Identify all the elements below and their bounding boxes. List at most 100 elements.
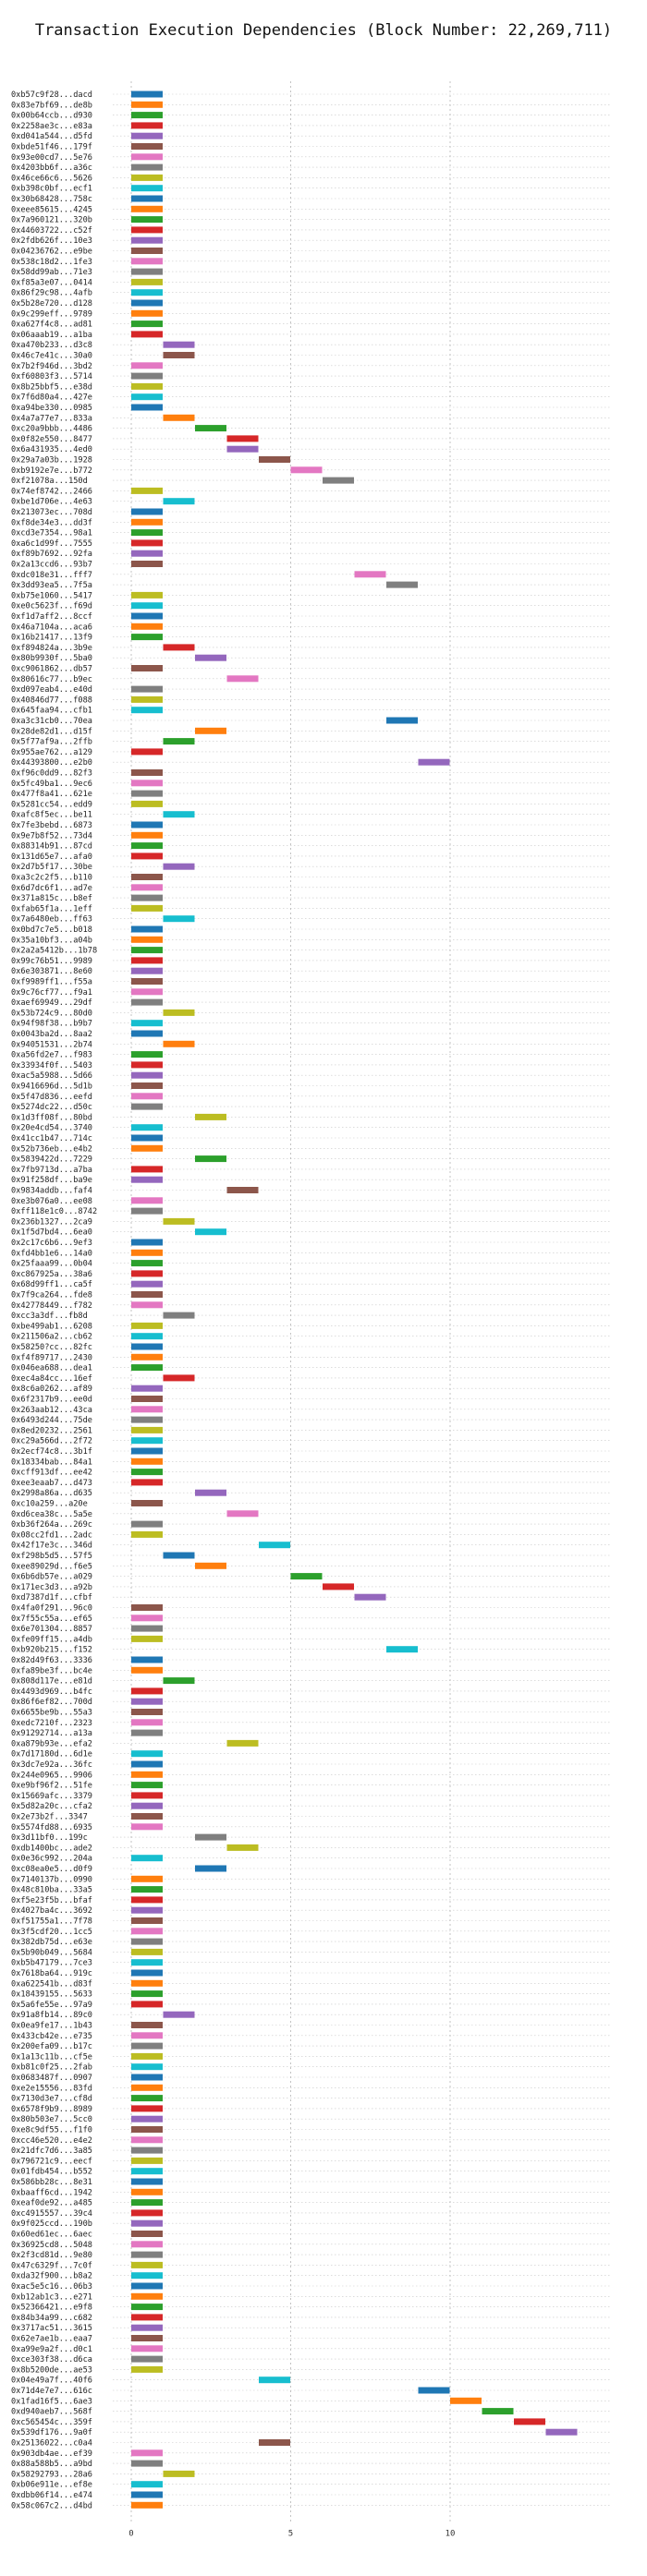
transaction-label: 0xf894824a...3b9e — [11, 644, 92, 653]
transaction-bar — [131, 2178, 163, 2185]
transaction-label: 0x25faaa99...0b04 — [11, 1260, 92, 1269]
transaction-label: 0xf298b5d5...57f5 — [11, 1552, 92, 1561]
transaction-bar — [131, 2147, 163, 2154]
transaction-bar — [195, 1489, 226, 1496]
transaction-bar — [131, 665, 163, 671]
transaction-bar — [163, 2470, 195, 2477]
transaction-label: 0x808d117e...e81d — [11, 1677, 92, 1687]
transaction-label: 0x58dd99ab...71e3 — [11, 268, 92, 277]
transaction-bar — [163, 498, 195, 505]
transaction-bar — [131, 2251, 163, 2258]
transaction-bar — [131, 1406, 163, 1413]
transaction-label: 0xe0c5623f...f69d — [11, 602, 92, 611]
transaction-label: 0x7140137b...0990 — [11, 1875, 92, 1884]
transaction-bar — [131, 874, 163, 880]
transaction-label: 0x40846d77...f088 — [11, 695, 92, 705]
transaction-label: 0x0f82e550...8477 — [11, 435, 92, 444]
transaction-label: 0xc20a9bbb...4486 — [11, 425, 92, 434]
transaction-label: 0xd940aeb7...568f — [11, 2408, 92, 2417]
chart-title: Transaction Execution Dependencies (Bloc… — [35, 21, 612, 40]
transaction-label: 0x7a6480eb...ff63 — [11, 915, 92, 925]
transaction-bar — [131, 904, 163, 912]
transaction-bar — [482, 2408, 514, 2415]
transaction-label: 0x0683487f...0907 — [11, 2074, 92, 2083]
transaction-bar — [131, 821, 163, 828]
transaction-label: 0xb81c0f25...2fab — [11, 2063, 92, 2073]
x-tick-labels: 0 5 10 — [128, 2530, 455, 2539]
transaction-label: 0x44603722...c52f — [11, 226, 92, 236]
transaction-bar — [259, 1542, 290, 1549]
transaction-label: 0x4203bb6f...a36c — [11, 163, 92, 173]
transaction-bar — [131, 529, 163, 537]
transaction-bar — [131, 2136, 163, 2144]
transaction-label: 0xb57c9f28...dacd — [11, 91, 92, 100]
transaction-bar — [131, 2095, 163, 2102]
transaction-label: 0xb398c0bf...ecf1 — [11, 185, 92, 194]
transaction-bar — [131, 1051, 163, 1058]
transaction-label: 0x1a13c11b...cf5e — [11, 2052, 92, 2062]
x-tick-label: 10 — [446, 2530, 456, 2539]
transaction-bar — [131, 2355, 163, 2363]
transaction-label: 0xc08ea0e5...d0f9 — [11, 1865, 92, 1874]
transaction-bar — [131, 236, 163, 244]
transaction-label: 0x68d99ff1...ca5f — [11, 1280, 92, 1289]
transaction-bar — [131, 1291, 163, 1298]
transaction-bar — [290, 1573, 323, 1580]
transaction-bar — [131, 2335, 163, 2341]
transaction-label: 0x80b9930f...5ba0 — [11, 654, 92, 663]
transaction-bar — [323, 477, 354, 484]
transaction-bar — [163, 414, 195, 421]
transaction-label: 0x5fc49ba1...9ec6 — [11, 780, 92, 789]
transaction-bar — [131, 2460, 163, 2467]
transaction-bar — [131, 1875, 163, 1882]
transaction-bar — [131, 748, 163, 756]
transaction-bar — [131, 1457, 163, 1465]
transaction-label: 0x6493d244...75de — [11, 1416, 92, 1425]
transaction-bar — [131, 195, 163, 202]
transaction-bar — [131, 1396, 163, 1402]
transaction-label: 0xb12ab1c3...e271 — [11, 2292, 92, 2302]
transaction-label: 0xcc46e520...e4e2 — [11, 2136, 92, 2146]
transaction-label: 0x88a588b5...a9bd — [11, 2460, 92, 2469]
transaction-label: 0xc867925a...38a6 — [11, 1270, 92, 1279]
transaction-label: 0x7f55c55a...ef65 — [11, 1615, 92, 1624]
transaction-label: 0x6e303871...8e60 — [11, 967, 92, 976]
transaction-bar — [163, 1217, 195, 1225]
transaction-bar — [131, 1124, 163, 1131]
transaction-label: 0xf9989ff1...f55a — [11, 978, 92, 987]
transaction-bar — [131, 382, 163, 390]
transaction-label: 0xec4a84cc...16ef — [11, 1374, 92, 1384]
transaction-bar — [131, 226, 163, 234]
transaction-bar — [131, 1260, 163, 1267]
transaction-label: 0x86f6ef82...700d — [11, 1698, 92, 1707]
transaction-bar — [131, 2272, 163, 2280]
transaction-label: 0x955ae762...a129 — [11, 748, 92, 757]
transaction-label: 0xfab65f1a...1eff — [11, 904, 92, 913]
transaction-label: 0x04236762...e9be — [11, 248, 92, 257]
transaction-bar — [131, 1750, 163, 1758]
transaction-label: 0x25136022...c0a4 — [11, 2439, 92, 2449]
transaction-label: 0x7b2f946d...3bd2 — [11, 362, 92, 371]
transaction-label: 0x7f9ca264...fde8 — [11, 1291, 92, 1300]
transaction-bar — [131, 1896, 163, 1904]
transaction-label: 0x046ea688...dea1 — [11, 1364, 92, 1373]
transaction-bar — [131, 2292, 163, 2300]
transaction-bar — [131, 1249, 163, 1256]
transaction-label: 0x4fa0f291...96c0 — [11, 1604, 92, 1614]
transaction-bar — [131, 1719, 163, 1726]
transaction-label: 0x9834addb...faf4 — [11, 1187, 92, 1196]
transaction-bar — [131, 1166, 163, 1173]
transaction-label: 0xff118e1c0...8742 — [11, 1207, 97, 1216]
transaction-bar — [131, 1990, 163, 1998]
transaction-label: 0x9c299eff...9789 — [11, 309, 92, 319]
transaction-label: 0x60ed61ec...6aec — [11, 2231, 92, 2240]
transaction-label: 0xee89029d...f6e5 — [11, 1562, 92, 1571]
transaction-bar — [131, 174, 163, 181]
transaction-label: 0x8c6a0262...af89 — [11, 1385, 92, 1394]
transaction-label: 0x2e73b2f...3347 — [11, 1813, 88, 1822]
transaction-bar — [131, 2063, 163, 2071]
transaction-label: 0x9f025ccd...190b — [11, 2219, 92, 2229]
transaction-label: 0x2258ae3c...e83a — [11, 122, 92, 131]
transaction-label: 0xd6cea38c...5a5e — [11, 1510, 92, 1519]
transaction-bar — [226, 445, 259, 453]
